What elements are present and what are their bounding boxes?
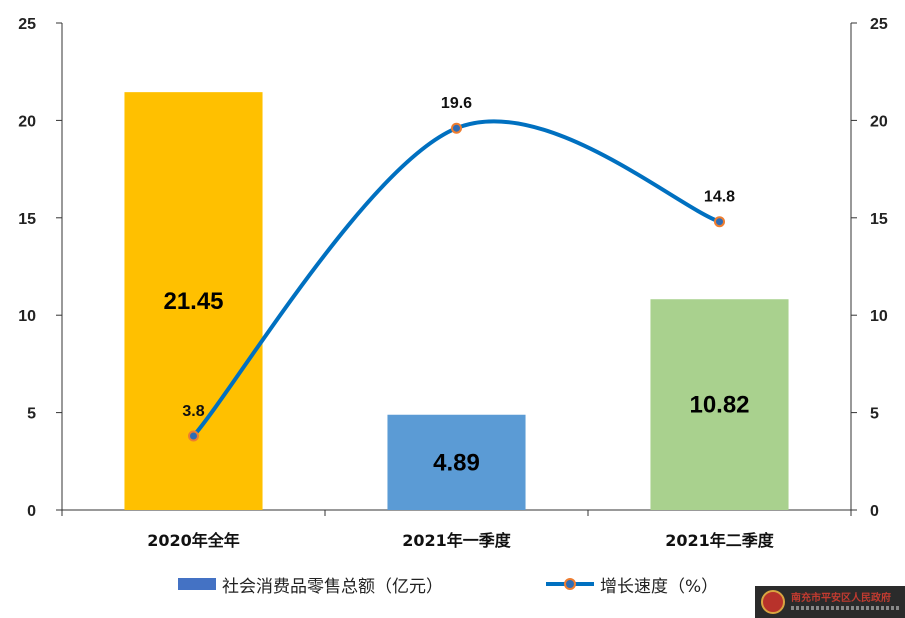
chart-labels: 21.45 4.89 10.82 3.8 19.6 14.8 [163, 95, 749, 476]
legend-label-growth: 增长速度（%） [600, 576, 719, 597]
right-tick-label: 5 [870, 406, 879, 423]
watermark: 南充市平安区人民政府 [755, 586, 905, 618]
national-emblem-icon [761, 590, 785, 614]
legend-label-sales: 社会消费品零售总额（亿元） [222, 576, 443, 597]
line-data-label: 19.6 [441, 95, 472, 112]
right-tick-label: 10 [870, 308, 888, 325]
bar-data-label: 4.89 [433, 449, 480, 476]
left-tick-label: 20 [18, 113, 36, 130]
legend: 社会消费品零售总额（亿元） 增长速度（%） [0, 570, 905, 598]
line-point [188, 430, 199, 442]
watermark-url-strip [791, 606, 899, 610]
watermark-text: 南充市平安区人民政府 [791, 593, 891, 604]
x-tick-label: 2021年一季度 [402, 531, 512, 550]
line-point [451, 122, 462, 134]
bar [387, 414, 526, 510]
x-tick-label: 2020年全年 [147, 531, 240, 550]
line-data-label: 3.8 [182, 403, 204, 420]
right-tick-label: 0 [870, 503, 879, 520]
bar [650, 299, 789, 510]
line-data-label: 14.8 [704, 189, 735, 206]
bar-data-label: 10.82 [689, 392, 749, 419]
left-tick-label: 5 [27, 406, 36, 423]
chart-line [188, 119, 725, 442]
left-tick-label: 0 [27, 503, 36, 520]
chart: 0 5 10 15 20 25 0 5 10 15 20 25 2020年全年 2021年一季度 2021年… [18, 16, 888, 550]
bar-data-label: 21.45 [163, 288, 223, 315]
left-tick-label: 15 [18, 211, 36, 228]
growth-line [191, 119, 722, 438]
chart-bars [124, 92, 789, 511]
legend-bar-swatch [178, 578, 216, 590]
x-tick-label: 2021年二季度 [665, 531, 775, 550]
right-tick-label: 25 [870, 16, 888, 33]
right-tick-label: 15 [870, 211, 888, 228]
left-tick-label: 10 [18, 308, 36, 325]
left-tick-label: 25 [18, 16, 36, 33]
right-tick-label: 20 [870, 113, 888, 130]
line-point [714, 216, 725, 228]
legend-line-swatch [546, 570, 594, 598]
legend-item-sales: 社会消费品零售总额（亿元） [178, 570, 443, 598]
legend-item-growth: 增长速度（%） [546, 570, 718, 598]
